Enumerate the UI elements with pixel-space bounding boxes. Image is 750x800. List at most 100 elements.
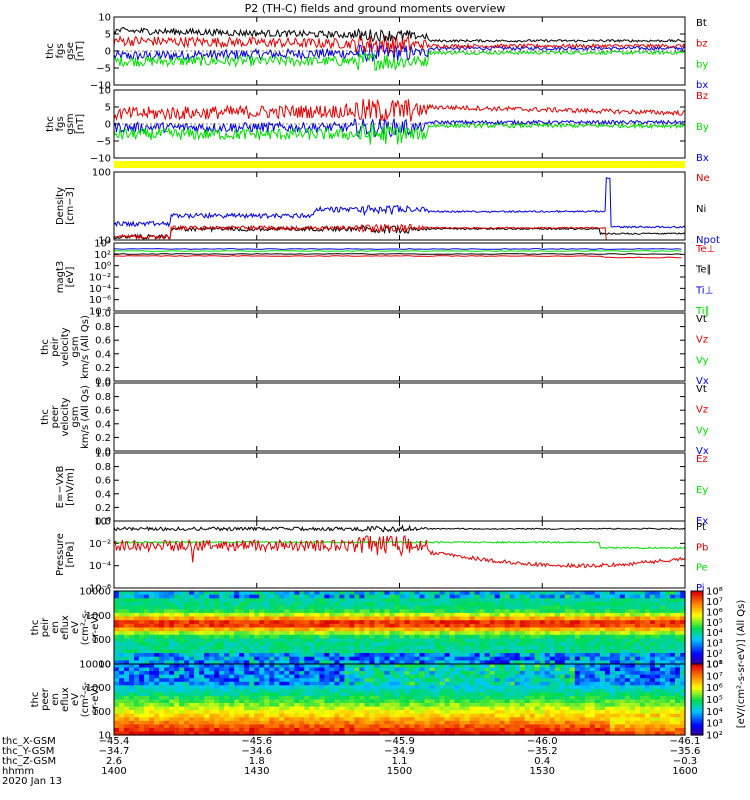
spectrogram-cell xyxy=(279,656,285,661)
spectrogram-cell xyxy=(139,685,145,690)
spectrogram-cell xyxy=(129,653,135,658)
spectrogram-cell xyxy=(624,710,631,715)
spectrogram-cell xyxy=(399,699,406,704)
spectrogram-cell xyxy=(384,685,391,690)
spectrogram-cell xyxy=(134,620,140,625)
spectrogram-cell xyxy=(574,699,581,704)
spectrogram-cell xyxy=(169,731,175,736)
spectrogram-cell xyxy=(649,688,656,693)
spectrogram-cell xyxy=(549,598,556,603)
spectrogram-cell xyxy=(584,688,591,693)
spectrogram-cell xyxy=(504,664,511,669)
spectrogram-cell xyxy=(579,671,586,676)
spectrogram-cell xyxy=(134,678,140,683)
spectrogram-cell xyxy=(189,671,195,676)
spectrogram-cell xyxy=(299,720,305,725)
spectrogram-cell xyxy=(424,678,431,683)
spectrogram-cell xyxy=(469,717,476,722)
spectrogram-cell xyxy=(124,720,130,725)
spectrogram-cell xyxy=(339,699,345,704)
spectrogram-cell xyxy=(164,623,170,629)
spectrogram-cell xyxy=(329,706,335,711)
spectrogram-cell xyxy=(599,627,606,632)
spectrogram-cell xyxy=(484,727,491,732)
spectrogram-cell xyxy=(369,620,375,625)
spectrogram-cell xyxy=(619,642,626,647)
spectrogram-cell xyxy=(619,717,626,722)
spectrogram-cell xyxy=(609,609,616,614)
spectrogram-cell xyxy=(644,706,651,711)
spectrogram-cell xyxy=(519,620,526,625)
spectrogram-cell xyxy=(604,594,611,599)
spectrogram-cell xyxy=(624,717,631,722)
spectrogram-cell xyxy=(294,692,300,697)
spectrogram-cell xyxy=(304,627,310,632)
spectrogram-cell xyxy=(284,727,290,732)
spectrogram-cell xyxy=(629,674,636,679)
legend-Te⊥: Te⊥ xyxy=(695,244,715,255)
spectrogram-cell xyxy=(569,667,576,672)
spectrogram-cell xyxy=(419,674,426,679)
spectrogram-cell xyxy=(259,616,265,621)
spectrogram-cell xyxy=(399,605,406,610)
spectrogram-cell xyxy=(434,710,441,715)
spectrogram-cell xyxy=(309,678,315,683)
spectrogram-cell xyxy=(329,616,335,621)
spectrogram-cell xyxy=(329,731,335,736)
spectrogram-cell xyxy=(239,594,245,599)
spectrogram-cell xyxy=(675,620,681,625)
spectrogram-cell xyxy=(499,674,506,679)
spectrogram-cell xyxy=(574,724,581,729)
spectrogram-cell xyxy=(484,731,491,736)
spectrogram-cell xyxy=(409,620,416,625)
spectrogram-cell xyxy=(519,678,526,683)
spectrogram-cell xyxy=(434,681,441,686)
spectrogram-cell xyxy=(294,656,300,661)
spectrogram-cell xyxy=(529,609,536,614)
spectrogram-cell xyxy=(264,591,270,596)
panel-frame xyxy=(113,89,686,159)
spectrogram-cell xyxy=(244,685,250,690)
spectrogram-cell xyxy=(344,616,350,621)
spectrogram-cell xyxy=(604,688,611,693)
spectrogram-cell xyxy=(624,678,631,683)
spectrogram-cell xyxy=(364,696,370,701)
spectrogram-cell xyxy=(469,706,476,711)
spectrogram-cell xyxy=(484,591,491,596)
spectrogram-cell xyxy=(284,653,290,658)
spectrogram-cell xyxy=(379,638,386,643)
spectrogram-cell xyxy=(609,594,616,599)
spectrogram-cell xyxy=(514,642,521,647)
legend-Vy: Vy xyxy=(696,425,709,436)
spectrogram-cell xyxy=(609,656,616,661)
spectrogram-cell xyxy=(199,612,205,618)
spectrogram-cell xyxy=(574,642,581,647)
spectrogram-cell xyxy=(384,731,391,736)
spectrogram-cell xyxy=(239,653,245,658)
spectrogram-cell xyxy=(519,664,526,669)
y-axis-label: thc xyxy=(45,43,56,59)
spectrogram-cell xyxy=(464,653,471,658)
spectrogram-cell xyxy=(229,731,235,736)
series-Pt xyxy=(113,524,686,533)
spectrogram-cell xyxy=(404,727,411,732)
spectrogram-cell xyxy=(334,612,340,618)
spectrogram-cell xyxy=(189,678,195,683)
spectrogram-cell xyxy=(554,696,561,701)
spectrogram-cell xyxy=(419,717,426,722)
spectrogram-cell xyxy=(514,671,521,676)
spectrogram-cell xyxy=(629,638,636,643)
spectrogram-cell xyxy=(469,703,476,708)
spectrogram-cell xyxy=(159,710,165,715)
spectrogram-cell xyxy=(159,720,165,725)
spectrogram-cell xyxy=(654,731,661,736)
spectrogram-cell xyxy=(209,620,215,625)
spectrogram-cell xyxy=(154,664,160,669)
spectrogram-cell xyxy=(239,591,245,596)
spectrogram-cell xyxy=(634,685,641,690)
spectrogram-cell xyxy=(459,591,466,596)
spectrogram-cell xyxy=(439,602,446,607)
spectrogram-cell xyxy=(404,656,411,661)
spectrogram-cell xyxy=(564,642,571,647)
spectrogram-cell xyxy=(644,696,651,701)
